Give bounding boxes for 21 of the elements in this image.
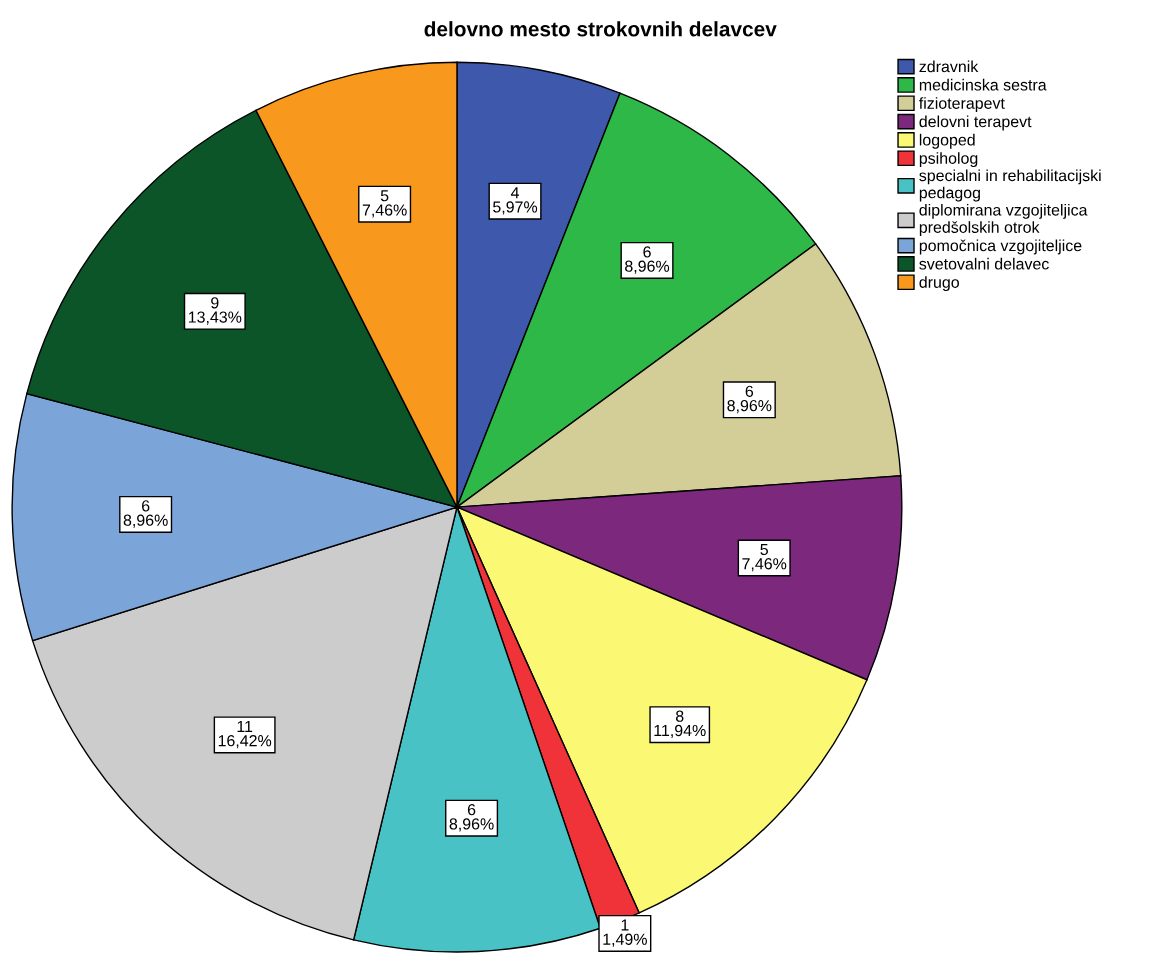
legend-label: fizioterapevt (919, 97, 1005, 113)
data-label: 11 16,42% (218, 720, 272, 749)
legend-label: medicinska sestra (919, 78, 1047, 91)
legend-label: svetovalni delavec (919, 257, 1049, 270)
legend-label: logoped (919, 133, 975, 149)
legend-label: delovni terapevt (919, 115, 1032, 131)
data-label: 6 8,96% (449, 803, 494, 832)
legend-label: zdravnik (919, 60, 979, 73)
data-label: 1 1,49% (603, 919, 647, 947)
chart-title: delovno mesto strokovnih delavcev (424, 21, 777, 37)
data-label: 6 8,96% (727, 385, 772, 414)
legend-label: pomočnica vzgojiteljice (919, 239, 1082, 255)
data-label: 8 11,94% (654, 710, 706, 739)
legend-label: psiholog (919, 152, 978, 168)
data-label: 5 7,46% (742, 543, 787, 572)
data-label: 9 13,43% (188, 297, 242, 325)
legend-label: drugo (919, 276, 959, 292)
data-label: 5 7,46% (362, 190, 407, 218)
data-label: 6 8,96% (123, 500, 168, 528)
data-label: 4 5,97% (493, 187, 538, 215)
data-label: 6 8,96% (625, 246, 670, 274)
